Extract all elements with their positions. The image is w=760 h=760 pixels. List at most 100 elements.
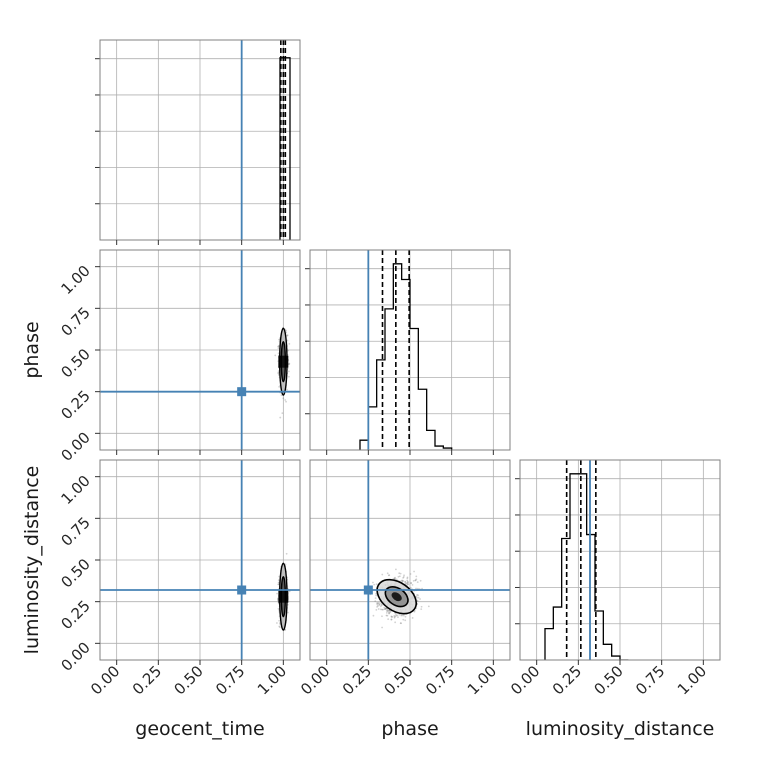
posterior-sample <box>393 616 396 619</box>
posterior-sample <box>378 602 381 604</box>
posterior-sample <box>382 608 384 611</box>
posterior-sample <box>381 603 383 606</box>
y-tick-label: 0.75 <box>57 513 93 549</box>
posterior-sample <box>402 618 405 621</box>
posterior-sample <box>402 576 405 578</box>
density-core <box>391 592 402 602</box>
posterior-sample <box>406 577 409 580</box>
posterior-sample <box>406 582 409 585</box>
posterior-sample <box>409 573 412 575</box>
posterior-sample <box>287 370 290 373</box>
posterior-sample <box>415 587 417 590</box>
posterior-sample <box>385 607 388 610</box>
posterior-sample <box>284 399 287 401</box>
posterior-sample <box>419 579 422 582</box>
x-tick-label: 0.75 <box>422 662 458 698</box>
posterior-sample <box>406 581 409 584</box>
posterior-sample <box>386 609 389 611</box>
posterior-sample <box>287 349 289 352</box>
posterior-sample <box>375 594 377 597</box>
posterior-sample <box>378 603 381 606</box>
posterior-sample <box>386 572 389 575</box>
x-tick-label: 0.00 <box>87 662 123 698</box>
y-tick-label: 0.00 <box>57 428 93 464</box>
x-tick-label: 0.25 <box>339 662 375 698</box>
posterior-sample <box>372 581 374 584</box>
x-tick-label: 0.75 <box>212 662 248 698</box>
posterior-sample <box>406 579 409 582</box>
contour-inner <box>280 575 287 618</box>
posterior-sample <box>411 617 414 619</box>
posterior-sample <box>402 579 405 582</box>
posterior-sample <box>416 581 419 584</box>
posterior-sample <box>385 612 388 614</box>
posterior-sample <box>416 593 419 596</box>
panel-content <box>100 250 300 450</box>
panel-content <box>100 40 300 240</box>
posterior-sample <box>288 363 291 366</box>
posterior-sample <box>414 579 417 582</box>
posterior-sample <box>395 578 398 581</box>
posterior-sample <box>404 619 407 622</box>
x-tick-label: 0.25 <box>129 662 165 698</box>
posterior-sample <box>376 605 378 608</box>
posterior-sample <box>405 582 408 585</box>
posterior-sample <box>415 596 418 599</box>
posterior-sample <box>397 616 399 619</box>
posterior-sample <box>404 615 407 618</box>
posterior-sample <box>397 575 400 578</box>
posterior-sample <box>384 608 387 611</box>
posterior-sample <box>379 608 382 611</box>
posterior-sample <box>410 582 413 584</box>
posterior-sample <box>281 412 284 415</box>
posterior-sample <box>401 579 404 582</box>
x-axis-label-luminosity_distance: luminosity_distance <box>526 718 715 740</box>
posterior-sample <box>277 371 280 374</box>
posterior-sample <box>417 596 420 599</box>
y-axis-label-phase: phase <box>21 321 43 378</box>
posterior-sample <box>377 602 379 604</box>
posterior-sample <box>376 603 379 606</box>
posterior-sample <box>390 618 393 621</box>
posterior-sample <box>406 580 409 583</box>
posterior-sample <box>393 577 396 580</box>
posterior-sample <box>375 608 378 611</box>
density-core <box>278 355 289 368</box>
posterior-sample <box>279 416 282 419</box>
posterior-sample <box>285 400 287 403</box>
posterior-sample <box>379 605 382 608</box>
posterior-sample <box>420 605 423 608</box>
panel-geocent_time <box>95 39 301 245</box>
posterior-sample <box>406 583 409 586</box>
posterior-sample <box>415 578 418 581</box>
posterior-sample <box>386 610 389 613</box>
posterior-sample <box>417 594 420 597</box>
posterior-sample <box>400 579 403 582</box>
posterior-sample <box>277 607 280 610</box>
posterior-sample <box>419 598 421 600</box>
posterior-sample <box>374 600 377 603</box>
panel-geocent_time-luminosity_distance: 0.000.250.500.751.000.00 0.25 0.50 0.75 1.00 <box>57 459 301 698</box>
y-tick-label: 0.25 <box>57 597 93 633</box>
x-tick-label: 1.00 <box>674 662 710 698</box>
posterior-sample <box>288 362 291 365</box>
posterior-sample <box>276 592 278 595</box>
posterior-sample <box>395 614 398 617</box>
posterior-sample <box>386 609 388 612</box>
contour-inner <box>280 340 287 383</box>
posterior-sample <box>378 604 381 606</box>
posterior-sample <box>420 608 423 610</box>
posterior-sample <box>410 582 412 585</box>
panel-content <box>100 460 300 660</box>
posterior-sample <box>413 610 416 613</box>
posterior-sample <box>400 614 403 617</box>
posterior-sample <box>277 372 280 375</box>
posterior-sample <box>402 614 405 617</box>
x-tick-label: 0.75 <box>632 662 668 698</box>
y-tick-label: 0.50 <box>57 555 93 591</box>
posterior-sample <box>391 616 394 618</box>
posterior-sample <box>277 583 280 586</box>
posterior-sample <box>278 619 281 622</box>
posterior-sample <box>399 622 402 625</box>
